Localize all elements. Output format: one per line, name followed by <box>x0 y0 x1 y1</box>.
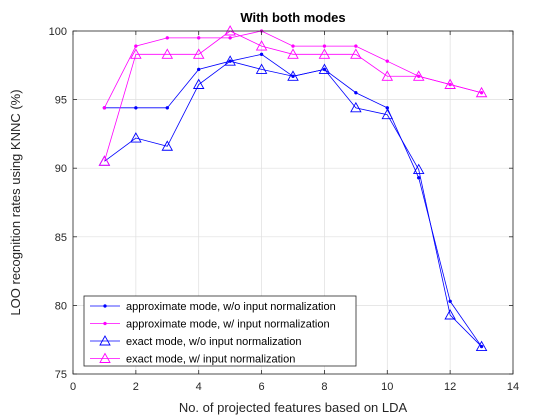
data-point <box>412 163 425 175</box>
data-point <box>291 44 295 48</box>
series-4 <box>98 25 488 166</box>
data-point <box>381 70 394 81</box>
data-point <box>444 78 456 89</box>
legend-item: exact mode, w/o input normalization <box>90 335 301 348</box>
data-point <box>161 48 174 59</box>
x-tick-label: 4 <box>196 381 202 393</box>
legend-marker <box>103 304 107 308</box>
data-point <box>416 176 421 180</box>
x-tick-label: 10 <box>381 381 393 393</box>
data-point <box>475 86 488 98</box>
legend-label: exact mode, w/o input normalization <box>126 336 301 348</box>
legend-label: approximate mode, w/o input normalizatio… <box>126 301 336 313</box>
legend-box <box>83 295 357 367</box>
data-point <box>134 44 138 48</box>
data-point <box>134 106 138 110</box>
data-point <box>322 44 327 48</box>
x-tick-label: 14 <box>507 381 519 393</box>
data-point <box>192 78 205 89</box>
x-tick-label: 2 <box>133 381 139 393</box>
y-tick-label: 75 <box>55 369 67 381</box>
plot-frame <box>72 30 514 375</box>
x-tick-label: 8 <box>321 381 327 393</box>
data-point <box>354 90 358 95</box>
data-point <box>475 340 488 352</box>
data-point <box>318 48 331 59</box>
y-tick-label: 90 <box>55 163 67 175</box>
y-tick-label: 100 <box>49 26 67 38</box>
legend: approximate mode, w/o input normalizatio… <box>83 295 357 367</box>
data-point <box>161 140 174 151</box>
data-point <box>259 52 264 57</box>
data-point <box>224 25 236 36</box>
legend-item: approximate mode, w/o input normalizatio… <box>90 301 336 313</box>
data-point <box>350 48 362 59</box>
y-tick-label: 95 <box>55 95 67 107</box>
data-point <box>196 36 201 40</box>
legend-marker <box>103 321 107 326</box>
y-tick-label: 80 <box>55 300 67 312</box>
data-point <box>165 106 170 110</box>
data-point <box>255 63 268 74</box>
legend-label: approximate mode, w/ input normalization <box>126 319 330 331</box>
data-point <box>444 309 456 320</box>
series-line <box>104 60 482 347</box>
x-axis-title: No. of projected features based on LDA <box>179 400 408 415</box>
data-point <box>287 70 299 81</box>
series-line <box>104 30 482 162</box>
y-axis-title: LOO recognition rates using KNNC (%) <box>8 89 23 315</box>
y-tick-label: 85 <box>55 232 67 244</box>
data-point <box>350 101 362 113</box>
data-point <box>228 36 232 40</box>
series-3 <box>98 55 488 352</box>
data-point <box>102 106 107 110</box>
data-point <box>318 63 331 74</box>
data-point <box>192 48 205 59</box>
legend-item: approximate mode, w/ input normalization <box>90 319 330 331</box>
data-point <box>130 48 142 59</box>
data-point <box>385 59 390 63</box>
legend-item: exact mode, w/ input normalization <box>90 352 295 366</box>
legend-marker <box>99 352 111 363</box>
legend-marker <box>99 335 111 346</box>
x-tick-label: 12 <box>444 381 456 393</box>
data-point <box>448 299 452 304</box>
data-point <box>224 55 236 66</box>
data-point <box>255 40 268 51</box>
data-point <box>165 36 170 40</box>
x-tick-label: 0 <box>70 381 76 393</box>
x-tick-label: 6 <box>259 381 265 393</box>
legend-label: exact mode, w/ input normalization <box>126 354 295 366</box>
data-point <box>98 155 111 166</box>
data-point <box>196 67 201 72</box>
data-point <box>354 44 358 48</box>
series-layer <box>98 25 488 352</box>
data-point <box>287 48 299 59</box>
data-point <box>130 132 142 143</box>
data-point <box>381 108 394 120</box>
axis-ticks: 0 2 4 6 8 10 12 14 75 80 85 90 95 100 <box>49 26 519 393</box>
data-point <box>412 70 425 81</box>
chart-title: With both modes <box>240 10 345 25</box>
